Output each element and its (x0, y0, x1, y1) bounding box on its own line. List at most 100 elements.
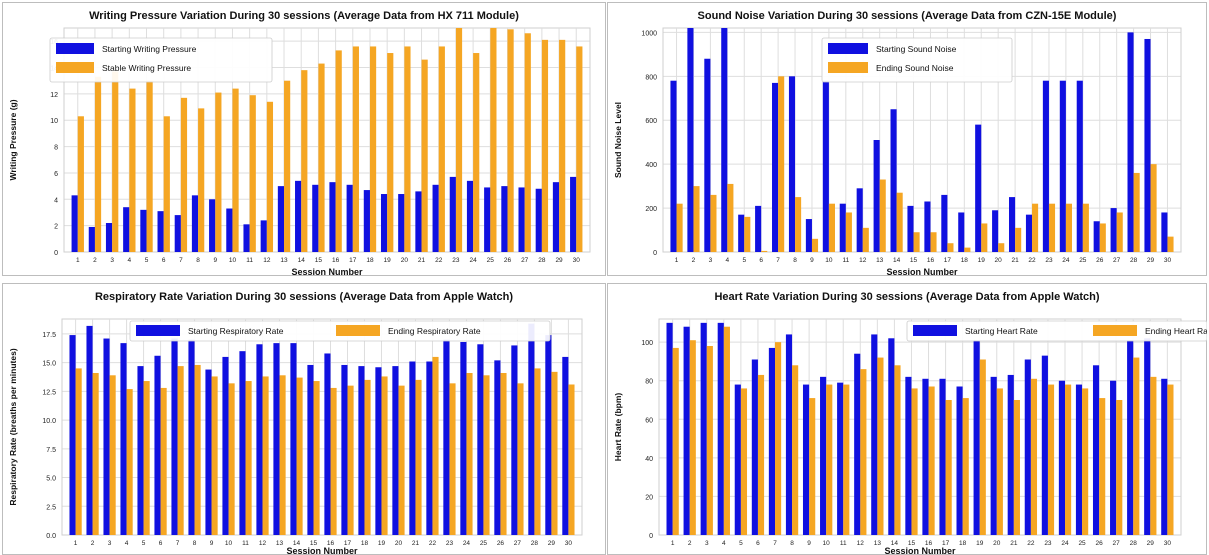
y-tick-label: 12.5 (42, 389, 56, 396)
bar-start (484, 187, 491, 252)
bar-start (768, 347, 775, 535)
bar-start (528, 323, 535, 535)
bar-end (1099, 223, 1106, 252)
bar-end (1015, 227, 1022, 252)
x-tick-label: 2 (688, 540, 692, 547)
y-tick-label: 1000 (641, 30, 657, 37)
bar-start (1009, 197, 1016, 252)
bar-start (820, 376, 827, 535)
x-tick-label: 18 (366, 257, 374, 264)
x-tick-label: 13 (876, 257, 884, 264)
heartrate-svg: Heart Rate Variation During 30 sessions … (607, 283, 1207, 555)
bar-start (856, 188, 863, 252)
bar-start (358, 366, 365, 535)
bar-end (279, 375, 286, 535)
bar-end (449, 383, 456, 535)
x-tick-label: 6 (759, 257, 763, 264)
bar-start (312, 184, 319, 252)
bar-end (947, 243, 954, 252)
bar-end (369, 46, 377, 253)
bar-end (109, 375, 116, 535)
x-tick-label: 26 (504, 257, 512, 264)
bar-start (1042, 80, 1049, 253)
x-tick-label: 20 (395, 540, 403, 547)
bar-end (1133, 172, 1140, 252)
x-tick-label: 28 (538, 257, 546, 264)
bar-end (792, 365, 799, 535)
bar-end (1047, 384, 1055, 535)
x-tick-label: 29 (1147, 540, 1155, 547)
legend-swatch (336, 325, 380, 336)
bar-start (907, 205, 914, 252)
x-tick-label: 17 (344, 540, 352, 547)
bar-end (541, 39, 549, 252)
bar-start (717, 322, 724, 535)
y-tick-label: 600 (645, 118, 657, 125)
bar-end (775, 342, 782, 535)
x-tick-label: 9 (807, 540, 811, 547)
bar-end (551, 371, 558, 535)
x-tick-label: 29 (1147, 257, 1155, 264)
bar-start (209, 199, 216, 252)
x-tick-label: 10 (823, 540, 831, 547)
x-tick-label: 4 (722, 540, 726, 547)
bar-start (443, 339, 450, 535)
bar-end (335, 50, 342, 253)
x-tick-label: 12 (859, 257, 867, 264)
bar-start (1161, 378, 1168, 535)
bar-start (329, 182, 336, 252)
x-tick-label: 24 (1061, 540, 1069, 547)
x-tick-label: 12 (259, 540, 267, 547)
legend-label: Ending Heart Rate (1145, 326, 1207, 336)
bar-end (473, 53, 480, 252)
bar-end (92, 373, 99, 535)
legend-swatch (913, 325, 957, 336)
x-tick-label: 30 (1164, 540, 1172, 547)
bar-end (211, 376, 218, 535)
x-tick-label: 3 (110, 257, 114, 264)
bar-end (1048, 203, 1056, 252)
x-tick-label: 4 (128, 257, 132, 264)
bar-end (913, 232, 920, 252)
x-tick-label: 5 (145, 257, 149, 264)
bar-end (129, 88, 136, 253)
bar-start (205, 369, 212, 535)
bar-end (845, 212, 852, 252)
x-tick-label: 20 (993, 540, 1001, 547)
bar-end (1133, 357, 1140, 535)
bar-start (518, 187, 525, 252)
bar-end (381, 376, 388, 535)
bar-end (928, 386, 935, 535)
legend-swatch (56, 43, 94, 54)
bar-end (432, 356, 439, 535)
bar-start (941, 194, 948, 252)
x-tick-label: 27 (514, 540, 522, 547)
x-tick-label: 9 (210, 540, 214, 547)
bar-start (295, 180, 302, 252)
bar-start (260, 220, 267, 252)
bar-end (964, 247, 971, 252)
x-tick-label: 22 (1028, 257, 1036, 264)
bar-end (979, 359, 986, 535)
bar-start (239, 351, 246, 535)
bar-start (958, 212, 965, 252)
bar-start (822, 80, 829, 253)
x-axis-label: Session Number (884, 546, 956, 555)
y-tick-label: 2 (54, 224, 58, 231)
bar-end (1082, 203, 1089, 252)
x-tick-label: 28 (1130, 257, 1138, 264)
x-tick-label: 10 (229, 257, 237, 264)
bar-start (477, 344, 484, 535)
bar-start (174, 215, 181, 252)
bar-end (809, 398, 816, 535)
bar-start (905, 376, 912, 535)
x-tick-label: 16 (327, 540, 335, 547)
x-tick-label: 11 (840, 540, 847, 547)
bar-start (805, 219, 812, 252)
bar-end (534, 368, 541, 535)
respiratory-rate-chart: Respiratory Rate Variation During 30 ses… (2, 283, 606, 555)
bar-start (873, 140, 880, 252)
bar-start (666, 322, 673, 535)
x-tick-label: 17 (942, 540, 950, 547)
x-tick-label: 17 (944, 257, 952, 264)
